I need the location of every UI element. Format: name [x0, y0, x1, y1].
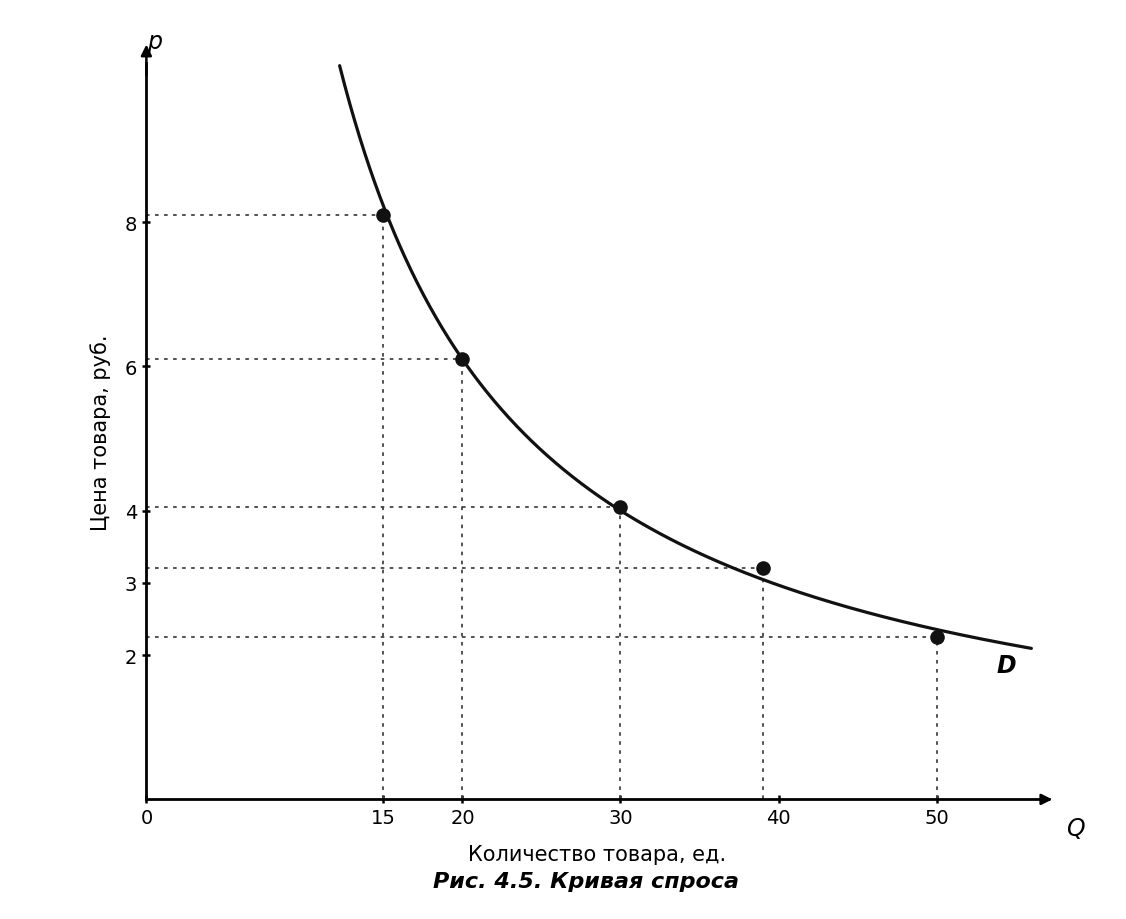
Point: [454, 353, 472, 368]
X-axis label: Количество товара, ед.: Количество товара, ед.: [467, 845, 726, 864]
Text: Q: Q: [1066, 816, 1084, 840]
Text: D: D: [997, 653, 1017, 677]
Point: [375, 209, 393, 223]
Text: Рис. 4.5. Кривая спроса: Рис. 4.5. Кривая спроса: [432, 871, 739, 891]
Point: [753, 562, 771, 576]
Point: [611, 500, 629, 515]
Y-axis label: Цена товара, руб.: Цена товара, руб.: [90, 334, 111, 530]
Text: p: p: [146, 29, 162, 53]
Point: [928, 630, 946, 645]
